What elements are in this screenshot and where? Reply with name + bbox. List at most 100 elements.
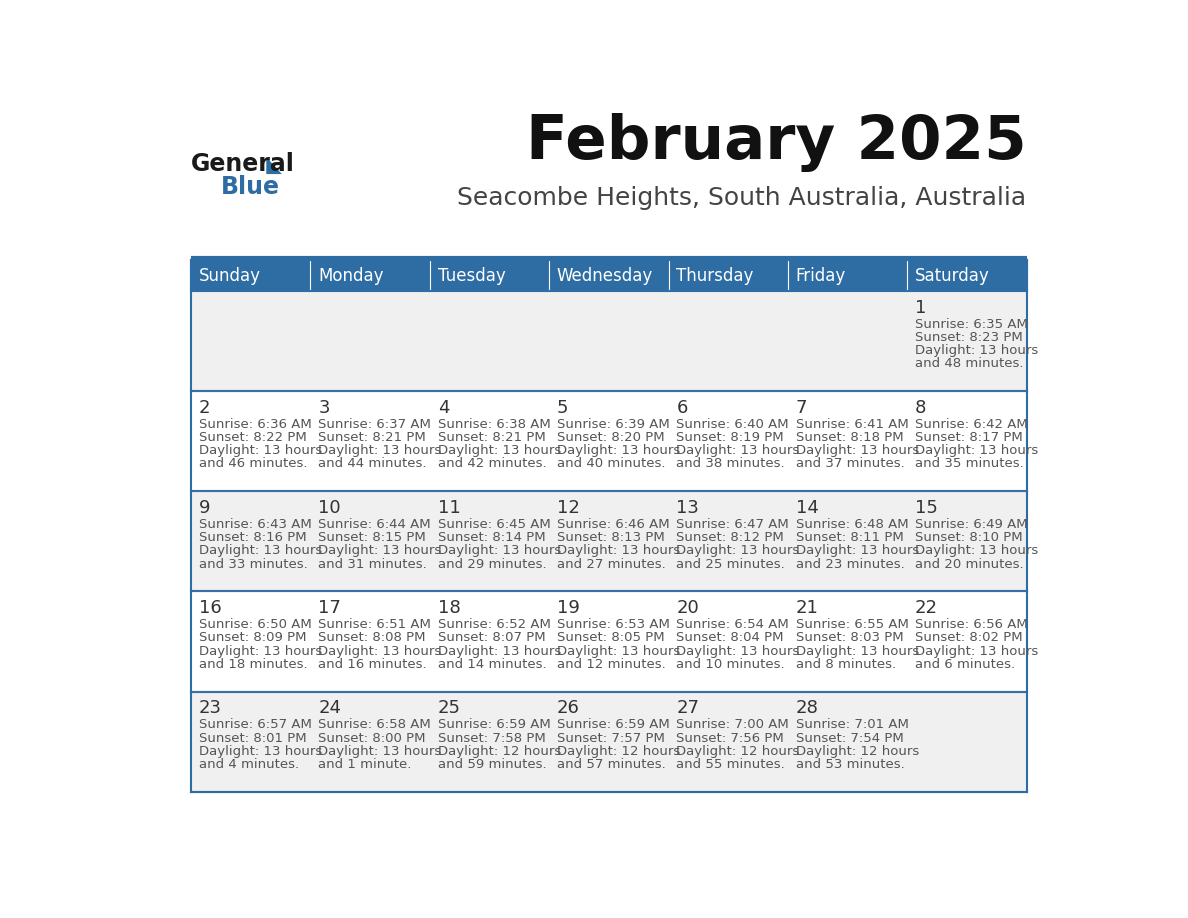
Bar (788, 291, 908, 391)
Bar (669, 291, 788, 391)
Bar (549, 261, 669, 291)
Text: Sunrise: 6:45 AM: Sunrise: 6:45 AM (437, 519, 550, 532)
Text: 2: 2 (198, 399, 210, 417)
Text: Sunset: 8:02 PM: Sunset: 8:02 PM (915, 632, 1023, 644)
Text: 25: 25 (437, 700, 461, 717)
Text: 10: 10 (318, 499, 341, 517)
Text: and 48 minutes.: and 48 minutes. (915, 357, 1024, 370)
Text: Sunset: 8:05 PM: Sunset: 8:05 PM (557, 632, 664, 644)
Text: Sunrise: 6:38 AM: Sunrise: 6:38 AM (437, 419, 550, 431)
Bar (549, 591, 669, 691)
Bar (908, 261, 1026, 291)
Text: Sunrise: 6:41 AM: Sunrise: 6:41 AM (796, 419, 909, 431)
Text: Daylight: 13 hours: Daylight: 13 hours (796, 644, 918, 657)
Text: Monday: Monday (318, 267, 384, 285)
Text: Daylight: 13 hours: Daylight: 13 hours (796, 544, 918, 557)
Bar (788, 591, 908, 691)
Text: 17: 17 (318, 599, 341, 617)
Text: Sunset: 8:07 PM: Sunset: 8:07 PM (437, 632, 545, 644)
Text: and 1 minute.: and 1 minute. (318, 757, 411, 771)
Text: and 6 minutes.: and 6 minutes. (915, 657, 1015, 671)
Text: Daylight: 13 hours: Daylight: 13 hours (198, 644, 322, 657)
Bar (191, 691, 310, 791)
Bar (310, 291, 430, 391)
Bar (669, 591, 788, 691)
Text: Sunset: 8:16 PM: Sunset: 8:16 PM (198, 532, 307, 544)
Text: 9: 9 (198, 499, 210, 517)
Bar (549, 491, 669, 591)
Text: 4: 4 (437, 399, 449, 417)
Text: and 46 minutes.: and 46 minutes. (198, 457, 308, 470)
Text: Daylight: 13 hours: Daylight: 13 hours (557, 544, 681, 557)
Text: Sunset: 7:54 PM: Sunset: 7:54 PM (796, 732, 903, 744)
Bar (669, 261, 788, 291)
Text: Daylight: 13 hours: Daylight: 13 hours (557, 444, 681, 457)
Text: Sunrise: 6:42 AM: Sunrise: 6:42 AM (915, 419, 1028, 431)
Text: Sunrise: 6:43 AM: Sunrise: 6:43 AM (198, 519, 311, 532)
Text: Sunrise: 6:48 AM: Sunrise: 6:48 AM (796, 519, 909, 532)
Text: Sunrise: 6:44 AM: Sunrise: 6:44 AM (318, 519, 431, 532)
Text: Daylight: 13 hours: Daylight: 13 hours (318, 544, 442, 557)
Bar (191, 291, 310, 391)
Bar (908, 591, 1026, 691)
Text: Daylight: 13 hours: Daylight: 13 hours (915, 344, 1038, 357)
Text: Sunset: 8:08 PM: Sunset: 8:08 PM (318, 632, 425, 644)
Text: Sunrise: 6:56 AM: Sunrise: 6:56 AM (915, 619, 1028, 632)
Text: Sunrise: 6:58 AM: Sunrise: 6:58 AM (318, 719, 431, 732)
Text: Sunset: 7:56 PM: Sunset: 7:56 PM (676, 732, 784, 744)
Bar (191, 591, 310, 691)
Bar (430, 391, 549, 491)
Text: Daylight: 13 hours: Daylight: 13 hours (437, 444, 561, 457)
Text: Daylight: 12 hours: Daylight: 12 hours (676, 744, 800, 757)
Text: 14: 14 (796, 499, 819, 517)
Text: Seacombe Heights, South Australia, Australia: Seacombe Heights, South Australia, Austr… (457, 186, 1026, 210)
Text: and 20 minutes.: and 20 minutes. (915, 557, 1024, 570)
Text: Sunrise: 6:40 AM: Sunrise: 6:40 AM (676, 419, 789, 431)
Bar (430, 491, 549, 591)
Text: and 53 minutes.: and 53 minutes. (796, 757, 904, 771)
Text: and 23 minutes.: and 23 minutes. (796, 557, 904, 570)
Text: Sunrise: 7:01 AM: Sunrise: 7:01 AM (796, 719, 909, 732)
Text: Sunset: 8:10 PM: Sunset: 8:10 PM (915, 532, 1023, 544)
Text: Daylight: 13 hours: Daylight: 13 hours (915, 644, 1038, 657)
Text: and 29 minutes.: and 29 minutes. (437, 557, 546, 570)
Bar (191, 491, 310, 591)
Text: 3: 3 (318, 399, 330, 417)
Bar (908, 691, 1026, 791)
Text: Saturday: Saturday (915, 267, 990, 285)
Text: and 16 minutes.: and 16 minutes. (318, 657, 426, 671)
Text: and 4 minutes.: and 4 minutes. (198, 757, 299, 771)
Text: 26: 26 (557, 700, 580, 717)
Text: and 18 minutes.: and 18 minutes. (198, 657, 308, 671)
Text: Sunset: 8:04 PM: Sunset: 8:04 PM (676, 632, 784, 644)
Text: Daylight: 13 hours: Daylight: 13 hours (915, 544, 1038, 557)
Text: 16: 16 (198, 599, 222, 617)
Text: Blue: Blue (221, 174, 279, 198)
Text: Sunrise: 6:46 AM: Sunrise: 6:46 AM (557, 519, 670, 532)
Text: Sunset: 8:22 PM: Sunset: 8:22 PM (198, 431, 307, 444)
Text: Tuesday: Tuesday (437, 267, 505, 285)
Text: Thursday: Thursday (676, 267, 753, 285)
Text: and 44 minutes.: and 44 minutes. (318, 457, 426, 470)
Polygon shape (266, 157, 282, 174)
Text: and 57 minutes.: and 57 minutes. (557, 757, 665, 771)
Text: Daylight: 13 hours: Daylight: 13 hours (796, 444, 918, 457)
Bar (788, 391, 908, 491)
Text: Sunrise: 6:47 AM: Sunrise: 6:47 AM (676, 519, 789, 532)
Bar (669, 491, 788, 591)
Text: 22: 22 (915, 599, 939, 617)
Bar (310, 491, 430, 591)
Text: and 37 minutes.: and 37 minutes. (796, 457, 904, 470)
Text: and 40 minutes.: and 40 minutes. (557, 457, 665, 470)
Text: Daylight: 13 hours: Daylight: 13 hours (676, 544, 800, 557)
Text: Sunrise: 6:36 AM: Sunrise: 6:36 AM (198, 419, 311, 431)
Text: Sunday: Sunday (198, 267, 261, 285)
Text: and 31 minutes.: and 31 minutes. (318, 557, 426, 570)
Text: Sunset: 8:14 PM: Sunset: 8:14 PM (437, 532, 545, 544)
Text: Sunset: 8:18 PM: Sunset: 8:18 PM (796, 431, 903, 444)
Text: Sunset: 8:21 PM: Sunset: 8:21 PM (437, 431, 545, 444)
Bar (908, 391, 1026, 491)
Text: and 42 minutes.: and 42 minutes. (437, 457, 546, 470)
Text: Sunset: 8:19 PM: Sunset: 8:19 PM (676, 431, 784, 444)
Text: Daylight: 13 hours: Daylight: 13 hours (198, 744, 322, 757)
